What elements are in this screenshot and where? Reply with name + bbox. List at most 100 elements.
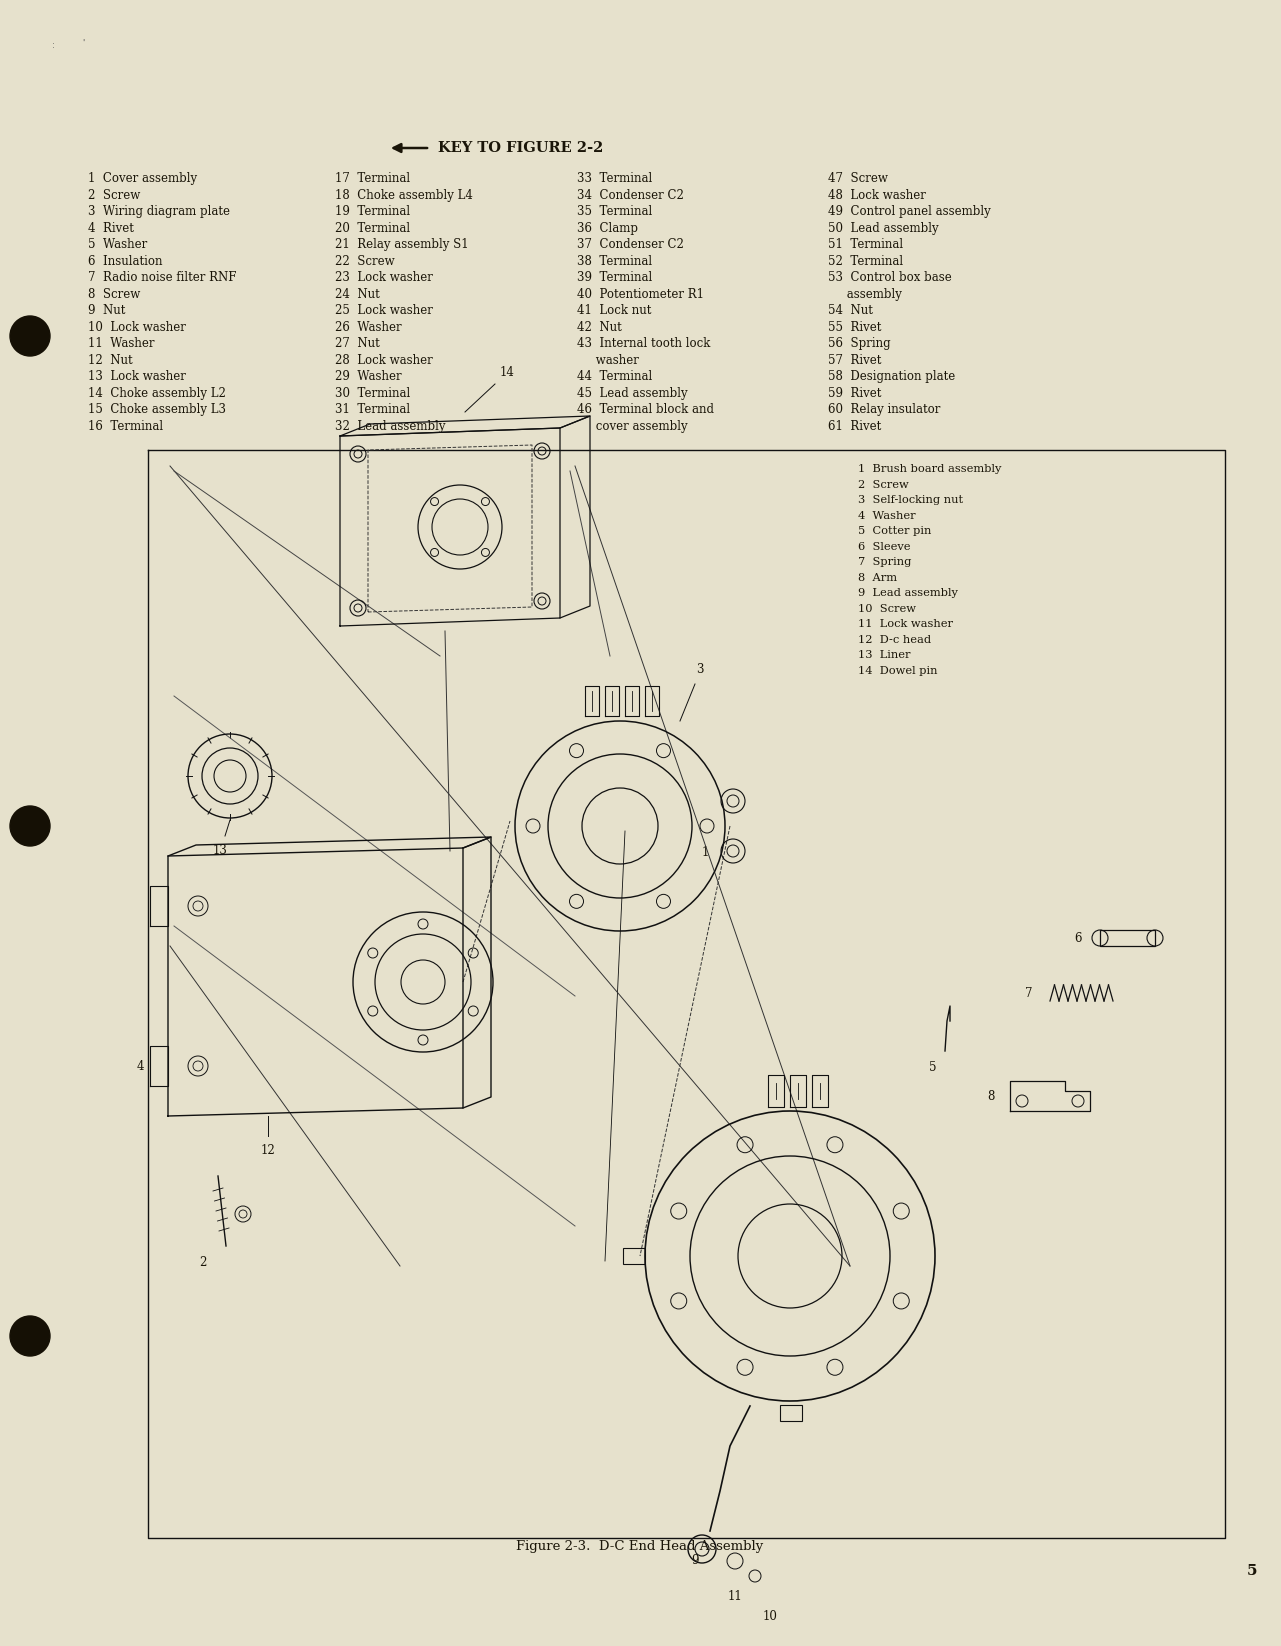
Text: 1  Brush board assembly: 1 Brush board assembly [858, 464, 1002, 474]
Text: KEY TO FIGURE 2-2: KEY TO FIGURE 2-2 [438, 142, 603, 155]
Text: 36  Clamp: 36 Clamp [576, 222, 638, 234]
Text: ': ' [82, 40, 85, 48]
Text: 4  Rivet: 4 Rivet [88, 222, 135, 234]
Bar [780, 1406, 802, 1420]
Text: 59  Rivet: 59 Rivet [828, 387, 881, 400]
Text: :: : [53, 41, 55, 49]
Text: 6  Insulation: 6 Insulation [88, 255, 163, 268]
Text: 12  Nut: 12 Nut [88, 354, 133, 367]
Text: 9  Nut: 9 Nut [88, 305, 126, 318]
Text: assembly: assembly [828, 288, 902, 301]
Text: 47  Screw: 47 Screw [828, 171, 888, 184]
Text: 12  D-c head: 12 D-c head [858, 634, 931, 645]
Text: 6: 6 [1075, 932, 1082, 945]
Text: 11  Washer: 11 Washer [88, 337, 155, 351]
Text: 42  Nut: 42 Nut [576, 321, 621, 334]
Text: 3: 3 [697, 663, 703, 677]
Circle shape [10, 316, 50, 356]
Text: 8  Arm: 8 Arm [858, 573, 897, 583]
Text: 29  Washer: 29 Washer [336, 370, 402, 384]
Text: 32  Lead assembly: 32 Lead assembly [336, 420, 446, 433]
Text: 6  Sleeve: 6 Sleeve [858, 542, 911, 551]
Text: 7  Spring: 7 Spring [858, 556, 911, 566]
Text: 61  Rivet: 61 Rivet [828, 420, 881, 433]
Text: 51  Terminal: 51 Terminal [828, 239, 903, 250]
Text: 28  Lock washer: 28 Lock washer [336, 354, 433, 367]
Text: 19  Terminal: 19 Terminal [336, 206, 410, 217]
Text: 48  Lock washer: 48 Lock washer [828, 189, 926, 201]
Text: 13  Lock washer: 13 Lock washer [88, 370, 186, 384]
Text: 33  Terminal: 33 Terminal [576, 171, 652, 184]
Text: 60  Relay insulator: 60 Relay insulator [828, 403, 940, 416]
Text: 20  Terminal: 20 Terminal [336, 222, 410, 234]
Text: 8  Screw: 8 Screw [88, 288, 140, 301]
Text: 21  Relay assembly S1: 21 Relay assembly S1 [336, 239, 469, 250]
Text: 43  Internal tooth lock: 43 Internal tooth lock [576, 337, 711, 351]
Text: 3  Wiring diagram plate: 3 Wiring diagram plate [88, 206, 231, 217]
Text: 31  Terminal: 31 Terminal [336, 403, 410, 416]
Text: 46  Terminal block and: 46 Terminal block and [576, 403, 714, 416]
Text: 35  Terminal: 35 Terminal [576, 206, 652, 217]
Text: 18  Choke assembly L4: 18 Choke assembly L4 [336, 189, 473, 201]
Circle shape [10, 807, 50, 846]
Text: 57  Rivet: 57 Rivet [828, 354, 881, 367]
Text: 14: 14 [500, 365, 515, 379]
Text: 25  Lock washer: 25 Lock washer [336, 305, 433, 318]
Text: 10  Lock washer: 10 Lock washer [88, 321, 186, 334]
Text: 12: 12 [260, 1144, 275, 1157]
Text: washer: washer [576, 354, 639, 367]
Text: 41  Lock nut: 41 Lock nut [576, 305, 651, 318]
Text: 56  Spring: 56 Spring [828, 337, 890, 351]
Text: 8: 8 [988, 1090, 995, 1103]
Text: 24  Nut: 24 Nut [336, 288, 379, 301]
Text: cover assembly: cover assembly [576, 420, 688, 433]
Text: 39  Terminal: 39 Terminal [576, 272, 652, 285]
Text: 22  Screw: 22 Screw [336, 255, 395, 268]
Text: 9  Lead assembly: 9 Lead assembly [858, 588, 958, 597]
Bar [1100, 930, 1155, 946]
Text: 14  Choke assembly L2: 14 Choke assembly L2 [88, 387, 225, 400]
Text: 10  Screw: 10 Screw [858, 604, 916, 614]
Text: 27  Nut: 27 Nut [336, 337, 379, 351]
Text: 26  Washer: 26 Washer [336, 321, 402, 334]
Text: 5  Cotter pin: 5 Cotter pin [858, 527, 931, 537]
Text: 49  Control panel assembly: 49 Control panel assembly [828, 206, 990, 217]
Bar [623, 1248, 646, 1264]
Text: 1  Cover assembly: 1 Cover assembly [88, 171, 197, 184]
Text: 5  Washer: 5 Washer [88, 239, 147, 250]
Text: 13  Liner: 13 Liner [858, 650, 911, 660]
Text: 54  Nut: 54 Nut [828, 305, 872, 318]
Text: 15  Choke assembly L3: 15 Choke assembly L3 [88, 403, 225, 416]
Text: 3  Self-locking nut: 3 Self-locking nut [858, 495, 963, 505]
Text: 2  Screw: 2 Screw [88, 189, 140, 201]
Text: 58  Designation plate: 58 Designation plate [828, 370, 956, 384]
Text: 52  Terminal: 52 Terminal [828, 255, 903, 268]
Text: 13: 13 [213, 844, 228, 858]
Text: 34  Condenser C2: 34 Condenser C2 [576, 189, 684, 201]
Circle shape [10, 1317, 50, 1356]
Text: 30  Terminal: 30 Terminal [336, 387, 410, 400]
Text: 5: 5 [1246, 1564, 1257, 1579]
Text: 16  Terminal: 16 Terminal [88, 420, 163, 433]
Text: 5: 5 [929, 1062, 936, 1073]
Text: 55  Rivet: 55 Rivet [828, 321, 881, 334]
Text: 2: 2 [200, 1256, 206, 1269]
Text: 23  Lock washer: 23 Lock washer [336, 272, 433, 285]
Text: 11: 11 [728, 1590, 743, 1603]
Text: 53  Control box base: 53 Control box base [828, 272, 952, 285]
Text: 1: 1 [701, 846, 708, 859]
Text: 7: 7 [1025, 986, 1032, 999]
Text: 17  Terminal: 17 Terminal [336, 171, 410, 184]
Text: 7  Radio noise filter RNF: 7 Radio noise filter RNF [88, 272, 237, 285]
Text: Figure 2-3.  D-C End Head Assembly: Figure 2-3. D-C End Head Assembly [516, 1541, 763, 1552]
Text: 4: 4 [136, 1060, 143, 1073]
Text: 10: 10 [762, 1610, 778, 1623]
Text: 2  Screw: 2 Screw [858, 479, 908, 489]
Text: 50  Lead assembly: 50 Lead assembly [828, 222, 939, 234]
Text: 9: 9 [692, 1554, 698, 1567]
Text: 14  Dowel pin: 14 Dowel pin [858, 665, 938, 675]
Text: 37  Condenser C2: 37 Condenser C2 [576, 239, 684, 250]
Text: 44  Terminal: 44 Terminal [576, 370, 652, 384]
Text: 40  Potentiometer R1: 40 Potentiometer R1 [576, 288, 705, 301]
Text: 38  Terminal: 38 Terminal [576, 255, 652, 268]
